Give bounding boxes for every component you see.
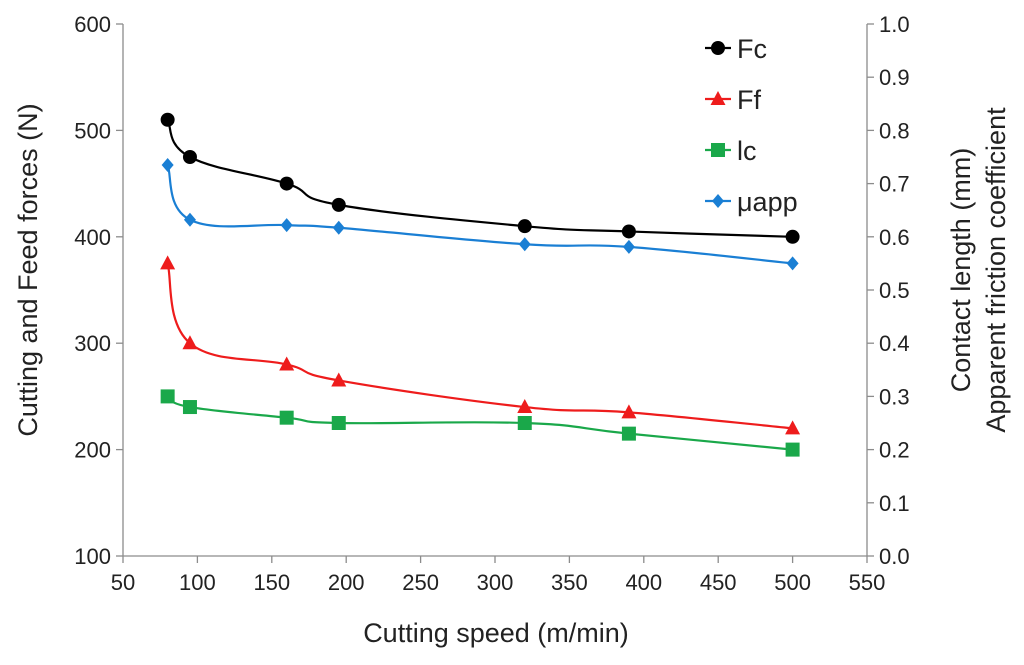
legend-item-fc: Fc: [705, 34, 767, 64]
series-ff-line: [166, 263, 793, 430]
series-lc-point: [279, 410, 294, 425]
series-fc-line: [166, 119, 793, 238]
legend-item-ff: Ff: [705, 85, 761, 115]
y2-axis-title-line2: Apparent friction coefficient: [981, 107, 1011, 433]
series-ff-point: [785, 420, 801, 435]
x-tick-label: 150: [253, 570, 290, 595]
series-ff-point: [279, 356, 295, 371]
series-fc: [160, 112, 800, 244]
y-axis-title: Cutting and Feed forces (N): [13, 103, 43, 436]
legend-item-mu-app: μapp: [705, 187, 798, 217]
y2-tick-label: 0.5: [879, 278, 910, 303]
y2-tick-label: 0.6: [879, 225, 910, 250]
series-lc-point: [621, 426, 636, 441]
x-tick-label: 400: [625, 570, 662, 595]
series-mu-app-point: [161, 157, 174, 172]
series-mu-app-point: [786, 256, 799, 271]
series-lc-point: [785, 442, 800, 457]
series-lc-point: [182, 400, 197, 415]
y2-tick-label: 0.2: [879, 438, 910, 463]
legend-ff-label: Ff: [737, 85, 761, 115]
x-tick-label: 100: [179, 570, 216, 595]
legend-mu-app-marker: [712, 194, 724, 208]
series-fc-point: [279, 176, 294, 191]
x-tick-label: 350: [551, 570, 588, 595]
y-tick-label: 100: [74, 544, 111, 569]
legend-item-lc: lc: [705, 136, 757, 166]
series-mu-app-point: [518, 237, 531, 252]
y-tick-label: 600: [74, 12, 111, 37]
y2-tick-label: 0.8: [879, 118, 910, 143]
series-lc-point: [517, 416, 532, 430]
series-ff-point: [331, 372, 347, 387]
series-fc-point: [160, 112, 175, 127]
y2-tick-label: 0.1: [879, 491, 910, 516]
series-ff: [160, 255, 801, 435]
y2-tick-label: 1.0: [879, 12, 910, 37]
x-tick-label: 300: [477, 570, 514, 595]
legend-lc-label: lc: [737, 136, 757, 166]
legend: Fc Ff lc μapp: [705, 34, 798, 217]
y2-tick-label: 0.7: [879, 172, 910, 197]
series-lc: [160, 389, 800, 457]
series-ff-point: [160, 255, 176, 270]
y-tick-label: 500: [74, 118, 111, 143]
series-fc-point: [621, 224, 636, 239]
series-fc-point: [331, 197, 346, 212]
x-tick-label: 550: [849, 570, 886, 595]
y2-tick-label: 0.4: [879, 331, 910, 356]
series-mu-app-point: [183, 212, 196, 227]
series-mu-app-point: [280, 218, 293, 233]
series-mu-app-point: [332, 220, 345, 235]
series-lc-line: [167, 395, 793, 451]
legend-ff-marker: [710, 91, 726, 105]
x-tick-label: 450: [700, 570, 737, 595]
series-mu-app-point: [622, 239, 635, 254]
series-mu-app-line: [166, 164, 793, 265]
series-ff-point: [517, 399, 533, 414]
series-layer: [160, 112, 801, 457]
x-tick-label: 50: [111, 570, 135, 595]
series-lc-point: [331, 416, 346, 430]
y2-tick-label: 0.3: [879, 384, 910, 409]
ticks: 50 100 150 200 250 300 350 400 450 500 55010020030…: [74, 12, 909, 595]
series-ff-point: [182, 335, 198, 350]
series-fc-point: [517, 219, 532, 234]
y2-tick-label: 0.9: [879, 65, 910, 90]
x-tick-label: 200: [328, 570, 365, 595]
y2-tick-label: 0.0: [879, 544, 910, 569]
series-fc-point: [182, 150, 197, 164]
legend-fc-label: Fc: [737, 34, 767, 64]
series-fc-point: [785, 229, 800, 244]
y-tick-label: 400: [74, 225, 111, 250]
legend-mu-app-label: μapp: [737, 187, 798, 217]
series-mu-app: [161, 157, 799, 271]
y-tick-label: 200: [74, 438, 111, 463]
series-ff-point: [621, 404, 637, 419]
x-tick-label: 250: [402, 570, 439, 595]
y-tick-label: 300: [74, 331, 111, 356]
series-lc-point: [160, 389, 175, 404]
x-tick-label: 500: [774, 570, 811, 595]
legend-fc-marker: [711, 41, 725, 55]
legend-lc-marker: [711, 143, 725, 157]
y2-axis-title-line1: Contact length (mm): [946, 148, 976, 393]
x-axis-title: Cutting speed (m/min): [363, 618, 629, 648]
